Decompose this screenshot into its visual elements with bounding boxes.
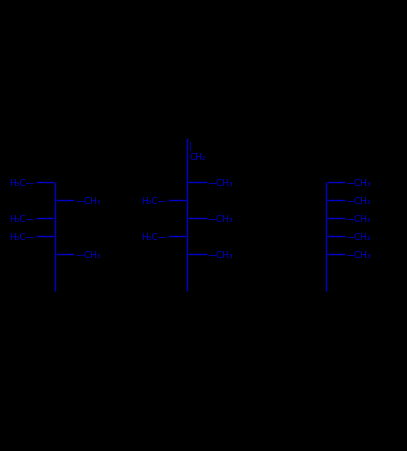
Text: —CH₃: —CH₃ — [75, 250, 101, 259]
Text: —CH₃: —CH₃ — [208, 250, 233, 259]
Text: —CH₃: —CH₃ — [208, 178, 233, 187]
Text: —CH₃: —CH₃ — [346, 214, 372, 223]
Text: H₃C—: H₃C— — [141, 196, 167, 205]
Text: H₃C—: H₃C— — [9, 178, 35, 187]
Text: —CH₃: —CH₃ — [346, 250, 372, 259]
Text: —CH₃: —CH₃ — [208, 214, 233, 223]
Text: |
CH₂: | CH₂ — [189, 142, 206, 161]
Text: H₃C—: H₃C— — [9, 232, 35, 241]
Text: H₃C—: H₃C— — [9, 214, 35, 223]
Text: —CH₂: —CH₂ — [346, 196, 372, 205]
Text: H₃C—: H₃C— — [141, 232, 167, 241]
Text: —CH₃: —CH₃ — [346, 178, 372, 187]
Text: —CH₂: —CH₂ — [346, 232, 372, 241]
Text: —CH₃: —CH₃ — [75, 196, 101, 205]
